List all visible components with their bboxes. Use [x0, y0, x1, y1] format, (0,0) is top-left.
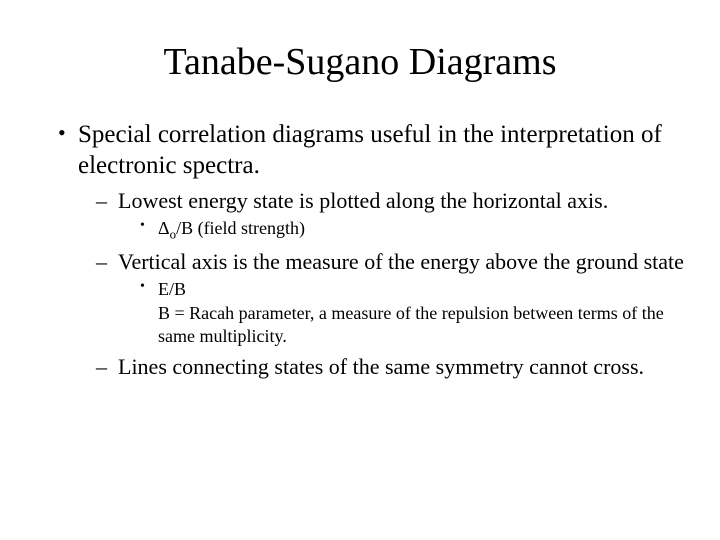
- bullet-l3: Δo/B (field strength): [140, 217, 690, 243]
- delta-post: /B (field strength): [176, 218, 305, 238]
- bullet-l3: E/B: [140, 278, 690, 301]
- slide-title: Tanabe-Sugano Diagrams: [30, 40, 690, 84]
- bullet-list: Special correlation diagrams useful in t…: [30, 120, 690, 381]
- bullet-l2: Vertical axis is the measure of the ener…: [96, 248, 690, 276]
- bullet-l1: Special correlation diagrams useful in t…: [58, 120, 690, 181]
- bullet-l2: Lines connecting states of the same symm…: [96, 353, 690, 381]
- bullet-l2: Lowest energy state is plotted along the…: [96, 187, 690, 215]
- delta-pre: Δ: [158, 218, 170, 238]
- bullet-l3-cont: B = Racah parameter, a measure of the re…: [140, 302, 690, 347]
